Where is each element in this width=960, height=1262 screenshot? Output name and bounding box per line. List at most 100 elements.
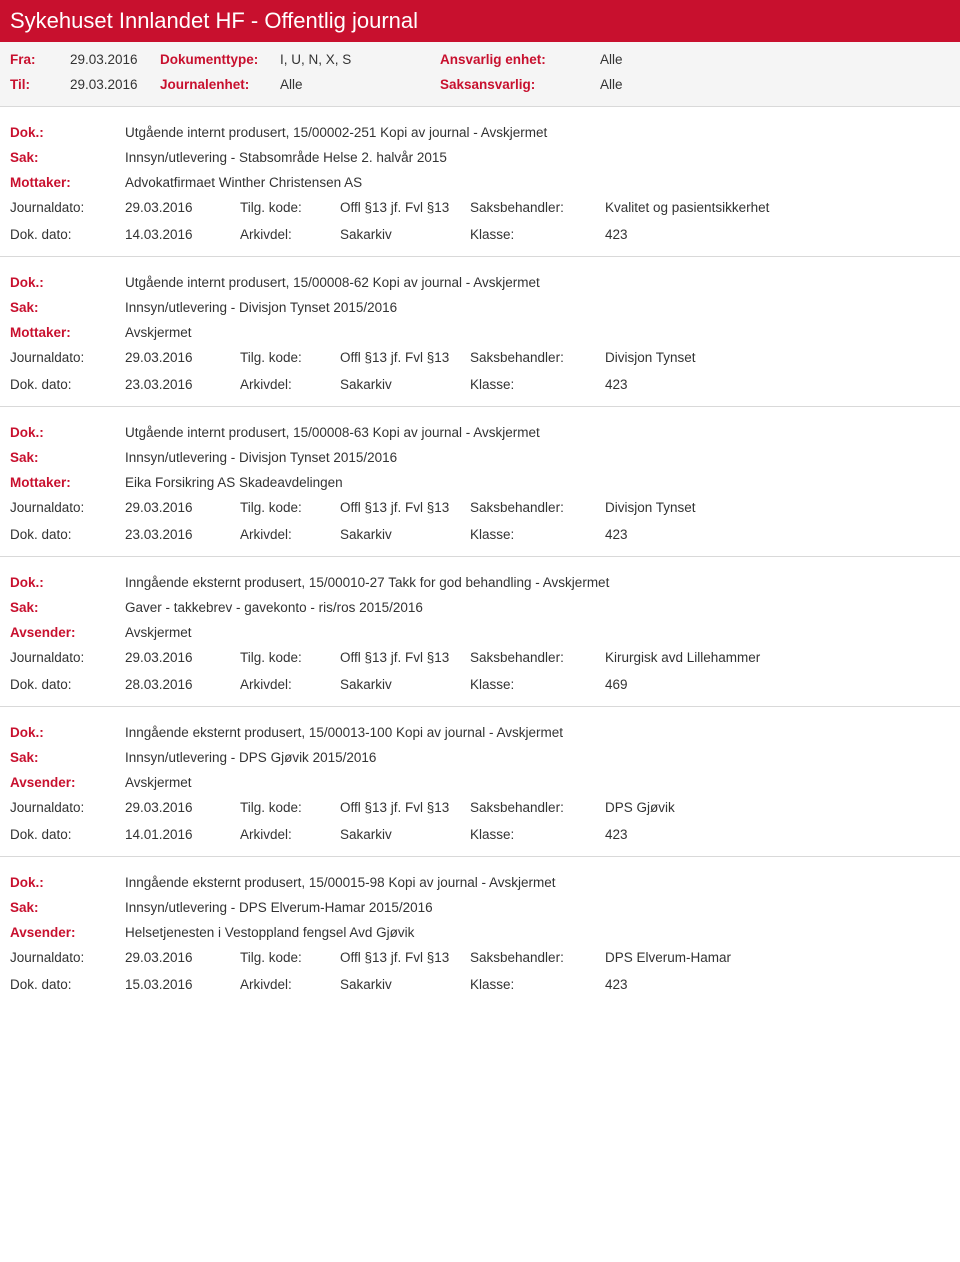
sak-label: Sak: bbox=[10, 900, 125, 915]
party-label: Mottaker: bbox=[10, 475, 125, 490]
dokdato-value: 14.03.2016 bbox=[125, 227, 240, 242]
saksbehandler-label: Saksbehandler: bbox=[470, 200, 605, 215]
dokdato-value: 14.01.2016 bbox=[125, 827, 240, 842]
party-value: Eika Forsikring AS Skadeavdelingen bbox=[125, 475, 343, 490]
arkivdel-label: Arkivdel: bbox=[240, 527, 340, 542]
filter-doktype-label: Dokumenttype: bbox=[160, 52, 280, 67]
klasse-label: Klasse: bbox=[470, 527, 605, 542]
party-label: Avsender: bbox=[10, 775, 125, 790]
sak-value: Gaver - takkebrev - gavekonto - ris/ros … bbox=[125, 600, 423, 615]
saksbehandler-label: Saksbehandler: bbox=[470, 500, 605, 515]
dok-label: Dok.: bbox=[10, 725, 125, 740]
dokdato-value: 23.03.2016 bbox=[125, 377, 240, 392]
arkivdel-label: Arkivdel: bbox=[240, 377, 340, 392]
journaldato-value: 29.03.2016 bbox=[125, 350, 240, 365]
dok-label: Dok.: bbox=[10, 575, 125, 590]
journaldato-value: 29.03.2016 bbox=[125, 650, 240, 665]
dokdato-label: Dok. dato: bbox=[10, 227, 125, 242]
sak-label: Sak: bbox=[10, 300, 125, 315]
journaldato-label: Journaldato: bbox=[10, 500, 125, 515]
filter-journalenhet-value: Alle bbox=[280, 77, 440, 92]
dokdato-label: Dok. dato: bbox=[10, 677, 125, 692]
klasse-value: 423 bbox=[605, 827, 950, 842]
saksbehandler-value: Kvalitet og pasientsikkerhet bbox=[605, 200, 950, 215]
sak-value: Innsyn/utlevering - DPS Elverum-Hamar 20… bbox=[125, 900, 433, 915]
filter-bar: Fra: 29.03.2016 Til: 29.03.2016 Dokument… bbox=[0, 42, 960, 106]
journaldato-label: Journaldato: bbox=[10, 800, 125, 815]
saksbehandler-label: Saksbehandler: bbox=[470, 800, 605, 815]
dokdato-label: Dok. dato: bbox=[10, 377, 125, 392]
sak-label: Sak: bbox=[10, 450, 125, 465]
saksbehandler-label: Saksbehandler: bbox=[470, 650, 605, 665]
tilgkode-value: Offl §13 jf. Fvl §13 bbox=[340, 800, 470, 815]
saksbehandler-value: Divisjon Tynset bbox=[605, 350, 950, 365]
saksbehandler-value: Kirurgisk avd Lillehammer bbox=[605, 650, 950, 665]
arkivdel-value: Sakarkiv bbox=[340, 527, 470, 542]
arkivdel-label: Arkivdel: bbox=[240, 977, 340, 992]
tilgkode-label: Tilg. kode: bbox=[240, 650, 340, 665]
tilgkode-value: Offl §13 jf. Fvl §13 bbox=[340, 200, 470, 215]
sak-value: Innsyn/utlevering - DPS Gjøvik 2015/2016 bbox=[125, 750, 376, 765]
filter-ansvarlig-value: Alle bbox=[600, 52, 660, 67]
party-label: Avsender: bbox=[10, 925, 125, 940]
tilgkode-label: Tilg. kode: bbox=[240, 350, 340, 365]
dok-value: Utgående internt produsert, 15/00008-62 … bbox=[125, 275, 540, 290]
saksbehandler-value: DPS Gjøvik bbox=[605, 800, 950, 815]
dok-value: Utgående internt produsert, 15/00002-251… bbox=[125, 125, 547, 140]
tilgkode-value: Offl §13 jf. Fvl §13 bbox=[340, 650, 470, 665]
dok-value: Inngående eksternt produsert, 15/00013-1… bbox=[125, 725, 563, 740]
journal-entry: Dok.: Utgående internt produsert, 15/000… bbox=[0, 106, 960, 256]
dok-label: Dok.: bbox=[10, 275, 125, 290]
entries-list: Dok.: Utgående internt produsert, 15/000… bbox=[0, 106, 960, 1006]
klasse-value: 423 bbox=[605, 977, 950, 992]
journaldato-value: 29.03.2016 bbox=[125, 200, 240, 215]
journaldato-value: 29.03.2016 bbox=[125, 500, 240, 515]
dok-value: Inngående eksternt produsert, 15/00015-9… bbox=[125, 875, 556, 890]
klasse-value: 423 bbox=[605, 527, 950, 542]
party-value: Avskjermet bbox=[125, 775, 192, 790]
party-label: Mottaker: bbox=[10, 175, 125, 190]
arkivdel-value: Sakarkiv bbox=[340, 827, 470, 842]
dokdato-label: Dok. dato: bbox=[10, 527, 125, 542]
klasse-value: 469 bbox=[605, 677, 950, 692]
party-value: Helsetjenesten i Vestoppland fengsel Avd… bbox=[125, 925, 414, 940]
tilgkode-value: Offl §13 jf. Fvl §13 bbox=[340, 350, 470, 365]
arkivdel-label: Arkivdel: bbox=[240, 227, 340, 242]
filter-til-value: 29.03.2016 bbox=[70, 77, 160, 92]
klasse-label: Klasse: bbox=[470, 677, 605, 692]
party-label: Mottaker: bbox=[10, 325, 125, 340]
saksbehandler-value: Divisjon Tynset bbox=[605, 500, 950, 515]
dokdato-value: 23.03.2016 bbox=[125, 527, 240, 542]
journaldato-value: 29.03.2016 bbox=[125, 800, 240, 815]
page-title-bar: Sykehuset Innlandet HF - Offentlig journ… bbox=[0, 0, 960, 42]
journaldato-label: Journaldato: bbox=[10, 650, 125, 665]
tilgkode-label: Tilg. kode: bbox=[240, 500, 340, 515]
filter-ansvarlig-label: Ansvarlig enhet: bbox=[440, 52, 570, 67]
dok-label: Dok.: bbox=[10, 425, 125, 440]
sak-value: Innsyn/utlevering - Stabsområde Helse 2.… bbox=[125, 150, 447, 165]
tilgkode-label: Tilg. kode: bbox=[240, 800, 340, 815]
filter-fra-value: 29.03.2016 bbox=[70, 52, 160, 67]
filter-journalenhet-label: Journalenhet: bbox=[160, 77, 280, 92]
arkivdel-value: Sakarkiv bbox=[340, 977, 470, 992]
tilgkode-label: Tilg. kode: bbox=[240, 200, 340, 215]
journaldato-label: Journaldato: bbox=[10, 200, 125, 215]
sak-label: Sak: bbox=[10, 150, 125, 165]
dok-value: Utgående internt produsert, 15/00008-63 … bbox=[125, 425, 540, 440]
saksbehandler-value: DPS Elverum-Hamar bbox=[605, 950, 950, 965]
tilgkode-value: Offl §13 jf. Fvl §13 bbox=[340, 500, 470, 515]
dokdato-value: 15.03.2016 bbox=[125, 977, 240, 992]
party-value: Advokatfirmaet Winther Christensen AS bbox=[125, 175, 362, 190]
filter-fra-label: Fra: bbox=[10, 52, 70, 67]
journaldato-label: Journaldato: bbox=[10, 950, 125, 965]
arkivdel-value: Sakarkiv bbox=[340, 377, 470, 392]
klasse-label: Klasse: bbox=[470, 977, 605, 992]
sak-label: Sak: bbox=[10, 600, 125, 615]
party-value: Avskjermet bbox=[125, 325, 192, 340]
journal-entry: Dok.: Utgående internt produsert, 15/000… bbox=[0, 406, 960, 556]
arkivdel-value: Sakarkiv bbox=[340, 227, 470, 242]
dokdato-value: 28.03.2016 bbox=[125, 677, 240, 692]
saksbehandler-label: Saksbehandler: bbox=[470, 350, 605, 365]
dokdato-label: Dok. dato: bbox=[10, 977, 125, 992]
filter-saksansvarlig-value: Alle bbox=[600, 77, 660, 92]
